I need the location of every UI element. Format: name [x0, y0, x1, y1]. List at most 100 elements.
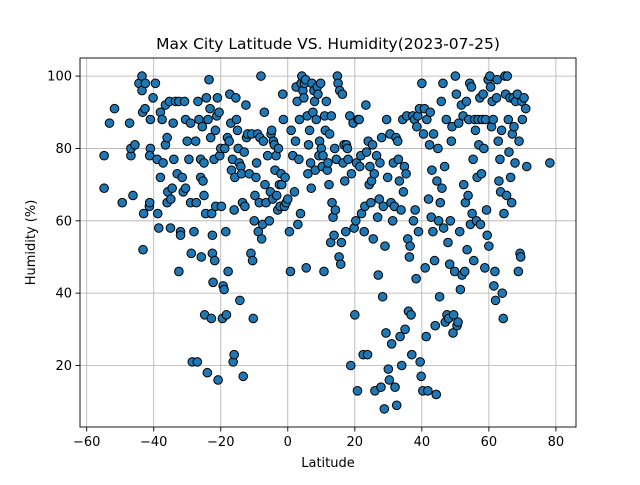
- data-point: [196, 252, 207, 262]
- data-point: [157, 114, 167, 125]
- data-point: [128, 190, 138, 201]
- data-point: [220, 226, 231, 237]
- data-point: [355, 161, 365, 172]
- data-point: [379, 404, 390, 414]
- data-point: [197, 121, 208, 132]
- data-point: [480, 263, 490, 273]
- data-point: [468, 154, 478, 165]
- data-point: [329, 230, 339, 241]
- data-point: [277, 89, 288, 99]
- data-point: [155, 172, 166, 183]
- data-point: [150, 78, 161, 89]
- data-point: [203, 114, 213, 125]
- data-point: [206, 208, 217, 219]
- data-point: [497, 288, 508, 298]
- x-tick-label: −20: [207, 435, 234, 450]
- data-point: [393, 154, 404, 165]
- data-point: [445, 215, 456, 226]
- data-point: [441, 114, 452, 125]
- data-point: [216, 201, 227, 212]
- data-point: [210, 125, 221, 136]
- data-point: [481, 205, 492, 215]
- data-point: [182, 136, 193, 147]
- data-point: [284, 226, 295, 237]
- data-point: [214, 107, 224, 118]
- data-point: [479, 143, 489, 154]
- data-point: [206, 313, 217, 324]
- data-point: [152, 208, 163, 219]
- data-point: [262, 150, 273, 161]
- data-point: [340, 226, 351, 237]
- data-point: [343, 154, 353, 165]
- data-point: [369, 168, 380, 179]
- data-point: [420, 263, 430, 273]
- data-point: [231, 114, 242, 125]
- y-tick-label: 60: [55, 214, 72, 229]
- data-point: [383, 364, 394, 374]
- data-point: [376, 382, 386, 393]
- data-point: [498, 313, 509, 324]
- data-point: [256, 234, 267, 244]
- data-point: [109, 103, 120, 114]
- data-point: [401, 168, 411, 179]
- data-point: [491, 92, 502, 103]
- data-point: [165, 223, 176, 233]
- data-point: [410, 205, 420, 215]
- data-point: [354, 114, 364, 125]
- data-point: [433, 215, 444, 226]
- data-point: [294, 154, 304, 165]
- data-point: [398, 187, 409, 197]
- data-point: [138, 208, 149, 219]
- data-point: [168, 118, 178, 128]
- data-point: [219, 143, 230, 154]
- data-point: [367, 140, 378, 150]
- data-point: [250, 190, 260, 201]
- data-point: [438, 223, 449, 233]
- data-point: [179, 96, 190, 107]
- x-tick-label: −60: [73, 435, 100, 450]
- data-point: [494, 176, 504, 186]
- data-point: [326, 111, 337, 121]
- data-point: [229, 205, 239, 215]
- data-point: [453, 317, 463, 327]
- data-point: [450, 71, 461, 81]
- data-point: [247, 255, 258, 266]
- data-point: [189, 226, 199, 237]
- data-point: [521, 161, 532, 172]
- data-point: [510, 158, 520, 168]
- data-point: [463, 190, 473, 201]
- axis-ticks: −60 −40 −20 0 20 40 60 80 20 40 60 80 100: [47, 70, 564, 450]
- data-point: [295, 208, 306, 219]
- data-point: [400, 324, 410, 335]
- data-point: [395, 331, 405, 342]
- data-point: [290, 136, 301, 147]
- data-point: [365, 161, 375, 172]
- data-point: [374, 194, 385, 204]
- data-point: [429, 255, 440, 266]
- data-point: [190, 136, 201, 147]
- data-point: [301, 263, 312, 273]
- data-point: [273, 143, 284, 154]
- data-point: [248, 313, 259, 324]
- data-point: [153, 223, 164, 233]
- data-point: [436, 96, 447, 107]
- data-point: [186, 248, 197, 259]
- data-point: [433, 143, 443, 154]
- data-point: [509, 121, 519, 132]
- data-point: [198, 176, 208, 186]
- data-point: [306, 183, 317, 194]
- data-point: [303, 140, 314, 150]
- data-point: [180, 183, 191, 194]
- data-point: [207, 230, 218, 241]
- data-point: [324, 129, 335, 139]
- data-point: [278, 114, 289, 125]
- data-point: [495, 154, 505, 165]
- data-point: [424, 140, 435, 150]
- data-point: [502, 71, 513, 81]
- data-point: [138, 244, 148, 255]
- data-point: [368, 234, 379, 244]
- data-point: [396, 360, 407, 371]
- data-point: [520, 103, 531, 114]
- data-point: [219, 284, 229, 295]
